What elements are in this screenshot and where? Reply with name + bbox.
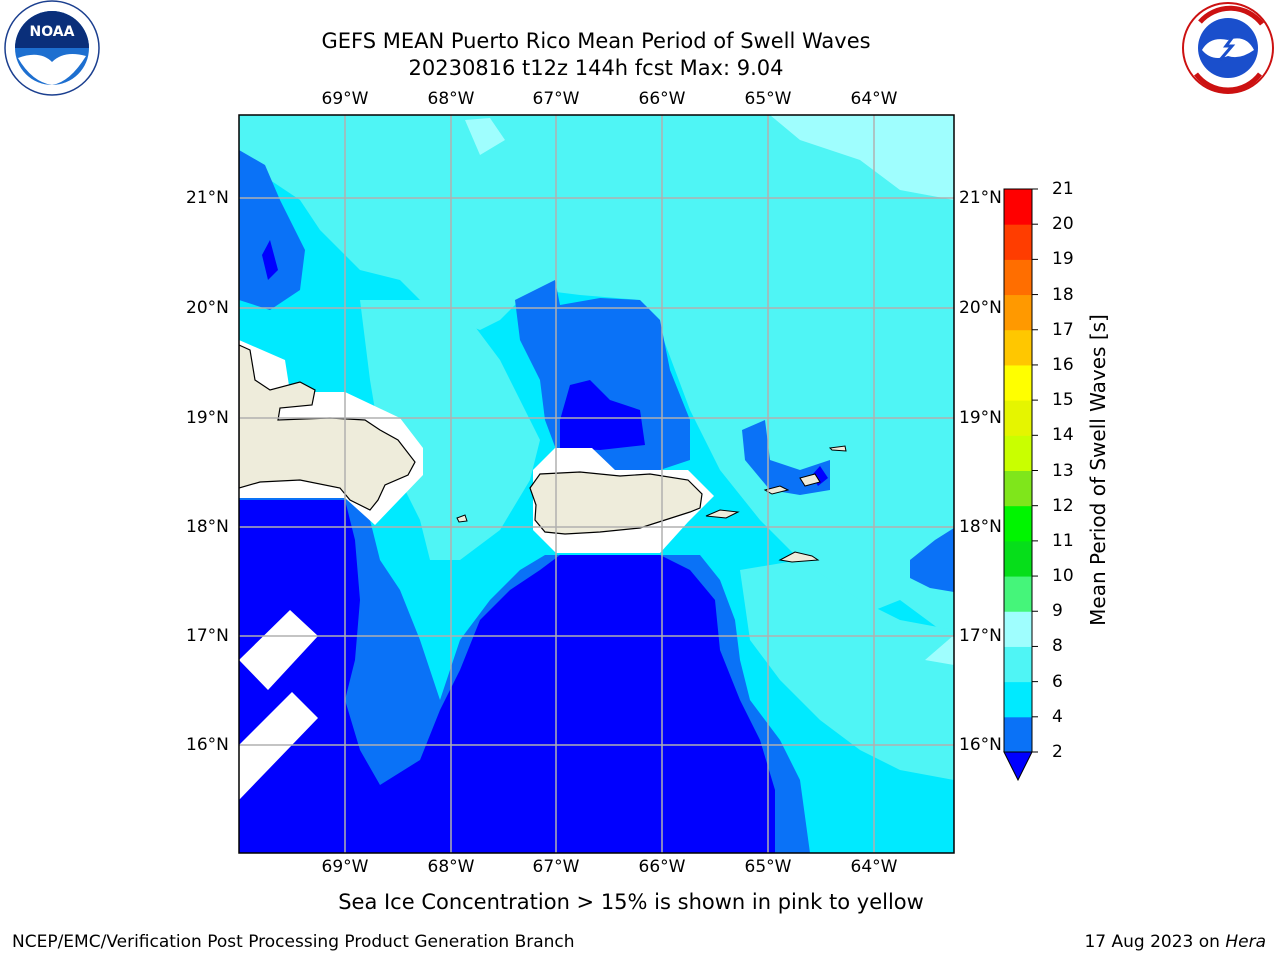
colorbar-segment	[1004, 224, 1032, 260]
lon-label-top: 65°W	[744, 89, 792, 109]
colorbar-segment	[1004, 540, 1032, 577]
colorbar-segment	[1004, 435, 1032, 471]
footer-machine: Hera	[1225, 932, 1266, 952]
colorbar-segment	[1004, 189, 1032, 225]
period-4-6-far-east	[910, 528, 954, 592]
nws-logo	[1182, 2, 1274, 94]
colorbar-tick-label: 18	[1052, 284, 1074, 305]
land-st-croix	[778, 551, 820, 563]
no-data-wedge-2	[239, 692, 318, 800]
lat-label-right: 19°N	[959, 408, 1002, 428]
colorbar-segment	[1004, 400, 1032, 436]
land-virgin-islands	[763, 485, 790, 495]
lon-label-top: 68°W	[427, 89, 475, 109]
lon-label-bottom: 68°W	[427, 857, 475, 877]
land-mona	[456, 514, 468, 523]
colorbar	[1003, 188, 1038, 782]
lon-label-top: 66°W	[638, 89, 686, 109]
colorbar-segment	[1004, 646, 1032, 683]
colorbar-tick-label: 8	[1052, 636, 1063, 657]
sea-ice-note: Sea Ice Concentration > 15% is shown in …	[338, 890, 924, 914]
graticule	[239, 115, 954, 853]
colorbar-tick-label: 9	[1052, 601, 1063, 622]
period-2-4-southwest	[239, 500, 775, 853]
no-data-wedge-1	[239, 610, 318, 690]
colorbar-segment	[1004, 681, 1032, 718]
colorbar-segment	[1004, 329, 1032, 366]
map-panel	[239, 115, 954, 853]
colorbar-title: Mean Period of Swell Waves [s]	[1086, 314, 1110, 626]
lon-label-top: 64°W	[850, 89, 898, 109]
colorbar-segment	[1004, 470, 1032, 507]
colorbar-segment	[1004, 716, 1032, 753]
map-title-line1: GEFS MEAN Puerto Rico Mean Period of Swe…	[321, 29, 871, 53]
colorbar-tick-label: 19	[1052, 249, 1074, 270]
lon-label-top: 69°W	[321, 89, 369, 109]
colorbar-segment	[1004, 259, 1032, 296]
period-4-6-nw	[239, 150, 305, 310]
lat-label-right: 20°N	[959, 298, 1002, 318]
colorbar-segment	[1004, 364, 1032, 401]
noaa-logo: NOAA	[4, 0, 100, 96]
colorbar-tick-label: 20	[1052, 214, 1074, 235]
lat-label-right: 17°N	[959, 626, 1002, 646]
colorbar-segment	[1004, 505, 1032, 542]
lat-label-right: 18°N	[959, 517, 1002, 537]
land-anegada	[828, 445, 847, 452]
period-9-10-se	[925, 635, 954, 665]
colorbar-segment	[1004, 294, 1032, 331]
lon-label-bottom: 66°W	[638, 857, 686, 877]
colorbar-tick-label: 12	[1052, 495, 1074, 516]
colorbar-tick-label: 2	[1052, 742, 1063, 762]
colorbar-tick-label: 10	[1052, 566, 1074, 587]
period-8-9-region	[239, 115, 954, 640]
period-2-4-central	[560, 380, 645, 450]
map-frame	[238, 114, 955, 854]
svg-text:NOAA: NOAA	[30, 24, 75, 40]
footer-date-text: 17 Aug 2023 on	[1084, 932, 1226, 952]
period-9-10-ne	[770, 115, 954, 200]
map-title-line2: 20230816 t12z 144h fcst Max: 9.04	[408, 56, 784, 80]
colorbar-tick-label: 15	[1052, 390, 1074, 411]
period-8-9-west	[360, 300, 540, 560]
colorbar-segment	[1004, 611, 1032, 647]
footer-branch: NCEP/EMC/Verification Post Processing Pr…	[12, 932, 575, 952]
period-4-6-central	[515, 280, 690, 470]
lon-label-top: 67°W	[532, 89, 580, 109]
lon-label-bottom: 65°W	[744, 857, 792, 877]
lon-label-bottom: 64°W	[850, 857, 898, 877]
colorbar-extend-triangle	[1003, 751, 1033, 782]
land-bvi	[799, 473, 821, 487]
colorbar-tick-label: 16	[1052, 354, 1074, 375]
lon-label-bottom: 69°W	[321, 857, 369, 877]
colorbar-tick-label: 21	[1052, 179, 1074, 199]
land-vieques	[705, 509, 740, 519]
lat-label-right: 21°N	[959, 188, 1002, 208]
lat-label-left: 21°N	[186, 188, 229, 208]
lat-label-left: 20°N	[186, 298, 229, 318]
period-8-9-south	[740, 560, 954, 780]
lat-label-left: 17°N	[186, 626, 229, 646]
colorbar-tick-label: 13	[1052, 460, 1074, 481]
period-2-4-nw-spot	[262, 240, 278, 280]
colorbar-tick-label: 14	[1052, 425, 1074, 446]
lat-label-right: 16°N	[959, 735, 1002, 755]
lat-label-left: 19°N	[186, 408, 229, 428]
land-puerto-rico	[529, 471, 703, 535]
colorbar-tick-label: 6	[1052, 671, 1063, 692]
lat-label-left: 18°N	[186, 517, 229, 537]
lat-label-left: 16°N	[186, 735, 229, 755]
land-hispaniola	[239, 344, 416, 511]
colorbar-segment	[1004, 576, 1032, 612]
footer-date: 17 Aug 2023 on Hera	[1084, 932, 1266, 952]
period-9-10-n	[465, 118, 505, 155]
colorbar-tick-label: 17	[1052, 319, 1074, 340]
colorbar-tick-label: 4	[1052, 706, 1063, 727]
lon-label-bottom: 67°W	[532, 857, 580, 877]
colorbar-tick-label: 11	[1052, 530, 1074, 551]
